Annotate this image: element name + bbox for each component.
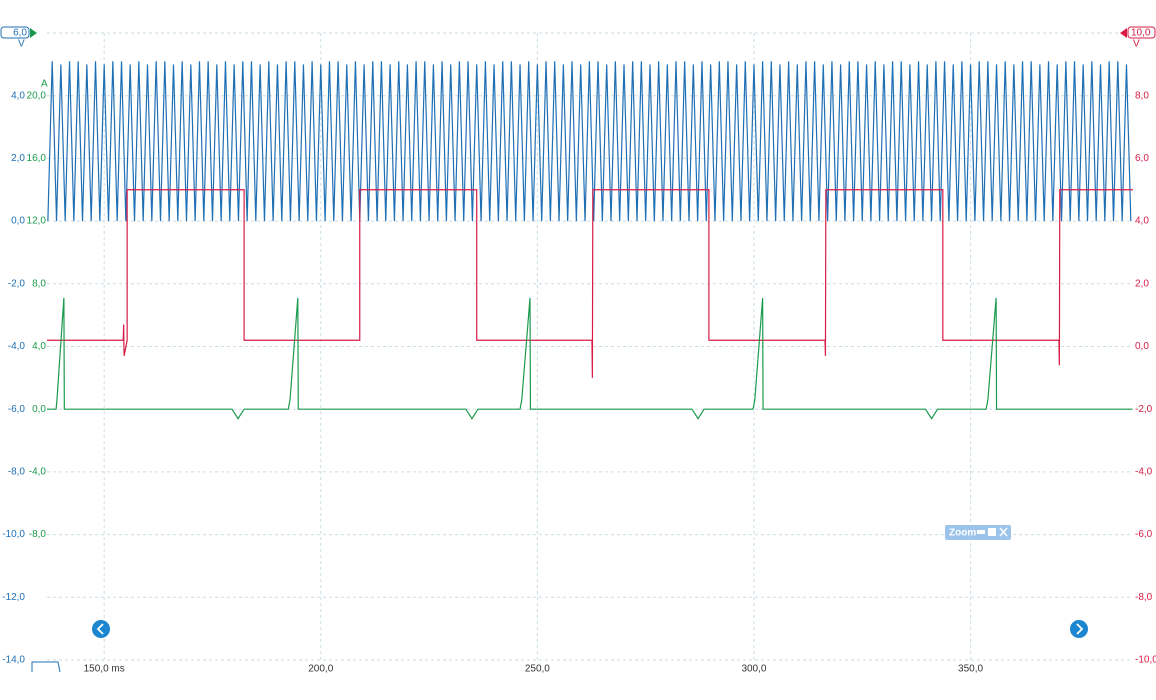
plot-layer <box>47 32 1133 661</box>
axis-marker <box>1120 28 1127 38</box>
y2-tick-label: 0,0 <box>1135 341 1149 352</box>
y-tick-label: -10,0 <box>2 529 25 540</box>
y3-tick-label: 0,0 <box>32 404 46 415</box>
axis-box <box>1127 26 1156 39</box>
trace <box>47 61 1132 222</box>
y2-tick-label: -10,0 <box>1135 655 1156 666</box>
x-tick-label: 300,0 <box>741 664 766 675</box>
y-unit: V <box>18 39 25 50</box>
zoom-minimize[interactable] <box>977 530 985 534</box>
y3-tick-label: -8,0 <box>29 529 47 540</box>
y2-tick-label: -8,0 <box>1135 592 1153 603</box>
y-tick-label: 4,0 <box>11 90 25 101</box>
x-tick-label: 350,0 <box>958 664 983 675</box>
nav-left[interactable] <box>92 620 110 638</box>
y2-tick-label: -4,0 <box>1135 467 1153 478</box>
y-tick-label: 2,0 <box>11 153 25 164</box>
x-tick-label: 250,0 <box>525 664 550 675</box>
axis-box <box>0 26 30 39</box>
y3-tick-label: 4,0 <box>32 341 46 352</box>
bottom-marker <box>31 661 61 673</box>
y2-tick-label: -2,0 <box>1135 404 1153 415</box>
y2-tick-label: 2,0 <box>1135 278 1149 289</box>
y3-tick-label: 16,0 <box>27 153 47 164</box>
nav-left-icon <box>96 623 104 635</box>
nav-right[interactable] <box>1070 620 1088 638</box>
axes-layer: 150,0 ms 200,0 250,0 300,0 350,0 -14,0 -12,0 -1… <box>0 26 1156 675</box>
y-tick-label: -2,0 <box>8 278 26 289</box>
x-tick-label: 150,0 ms <box>84 664 125 675</box>
y-tick-label: -8,0 <box>8 467 26 478</box>
trace <box>47 297 1133 420</box>
axis-marker <box>30 28 37 38</box>
y-tick-label: 6,0 <box>13 28 27 39</box>
trace <box>47 189 1133 378</box>
y2-tick-label: 6,0 <box>1135 153 1149 164</box>
y-tick-label: -14,0 <box>2 655 25 666</box>
y-tick-label: -6,0 <box>8 404 26 415</box>
y3-unit: A <box>41 79 48 90</box>
y3-tick-label: 20,0 <box>27 90 47 101</box>
y2-unit: V <box>1133 39 1140 50</box>
nav-left-button[interactable] <box>92 620 110 638</box>
y3-tick-label: 8,0 <box>32 278 46 289</box>
zoom-box[interactable]: Zoom <box>945 525 1011 540</box>
y3-tick-label: 12,0 <box>27 216 47 227</box>
y2-tick-label: 10,0 <box>1131 28 1151 39</box>
y2-tick-label: 4,0 <box>1135 216 1149 227</box>
y2-tick-label: 8,0 <box>1135 90 1149 101</box>
y-tick-label: -12,0 <box>2 592 25 603</box>
zoom-close[interactable] <box>999 527 1008 537</box>
y-tick-label: 0,0 <box>11 216 25 227</box>
nav-right-icon <box>1076 623 1084 635</box>
zoom-label: Zoom <box>949 528 976 539</box>
x-tick-label: 200,0 <box>308 664 333 675</box>
y3-tick-label: -4,0 <box>29 467 47 478</box>
y2-tick-label: -6,0 <box>1135 529 1153 540</box>
nav-right-button[interactable] <box>1070 620 1088 638</box>
zoom-maximize[interactable] <box>988 528 996 536</box>
y-tick-label: -4,0 <box>8 341 26 352</box>
